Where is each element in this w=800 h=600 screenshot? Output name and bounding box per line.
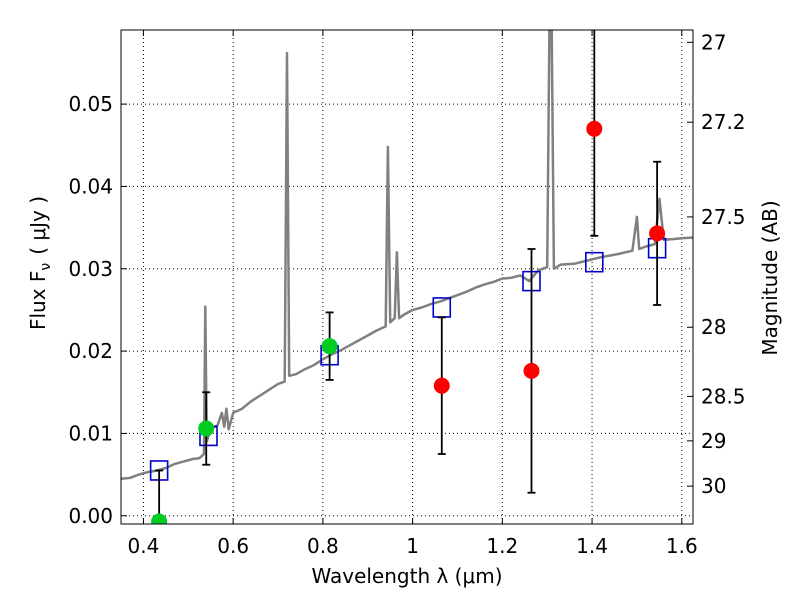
x-tick-label: 0.6: [217, 534, 249, 558]
flux-point-marker: [321, 338, 338, 355]
y2-tick-label: 29: [701, 429, 726, 453]
model-square-marker: [585, 251, 604, 273]
y-tick-label: 0.03: [68, 257, 113, 281]
x-tick-label: 0.8: [307, 534, 339, 558]
x-tick-label: 1.6: [666, 534, 698, 558]
y2-tick-label: 28: [701, 315, 726, 339]
data-markers: [149, 30, 667, 524]
y-tick-label: 0.05: [68, 92, 113, 116]
y-tick-label: 0.02: [68, 339, 113, 363]
y2-tick-label: 28.5: [701, 384, 746, 408]
x-tick-label: 1: [406, 534, 419, 558]
y2-tick-label: 30: [701, 474, 726, 498]
x-tick-label: 1.4: [576, 534, 608, 558]
axis-ticks: 0.4 0.6 0.8 1 1.2 1.4 1.6 0.00 0.01 0.02 0.03 0.04 0…: [68, 30, 746, 558]
x-axis-label: Wavelength λ (μm): [311, 564, 502, 588]
y-tick-label: 0.04: [68, 174, 113, 198]
y-axis-label: Flux Fν ( μJy ): [26, 196, 54, 330]
y2-axis-label: Magnitude (AB): [758, 200, 782, 355]
flux-point-marker: [649, 225, 666, 242]
y-axis-label-sub: ν: [38, 263, 54, 271]
y-axis-label-main: Flux F: [26, 271, 50, 330]
x-tick-label: 0.4: [128, 534, 160, 558]
flux-point-marker: [523, 362, 540, 379]
y2-tick-label: 27: [701, 30, 726, 54]
flux-point-marker: [433, 377, 450, 394]
plot-frame: [120, 29, 694, 525]
y-tick-label: 0.00: [68, 504, 113, 528]
y-tick-label: 0.01: [68, 421, 113, 445]
y2-tick-label: 27.2: [701, 110, 746, 134]
flux-point-marker: [198, 420, 215, 437]
y-axis-label-unit: ( μJy ): [26, 196, 50, 255]
flux-point-marker: [586, 120, 603, 137]
grid: [121, 30, 693, 524]
y2-tick-label: 27.5: [701, 205, 746, 229]
x-tick-label: 1.2: [486, 534, 518, 558]
flux-point-marker: [151, 513, 168, 524]
